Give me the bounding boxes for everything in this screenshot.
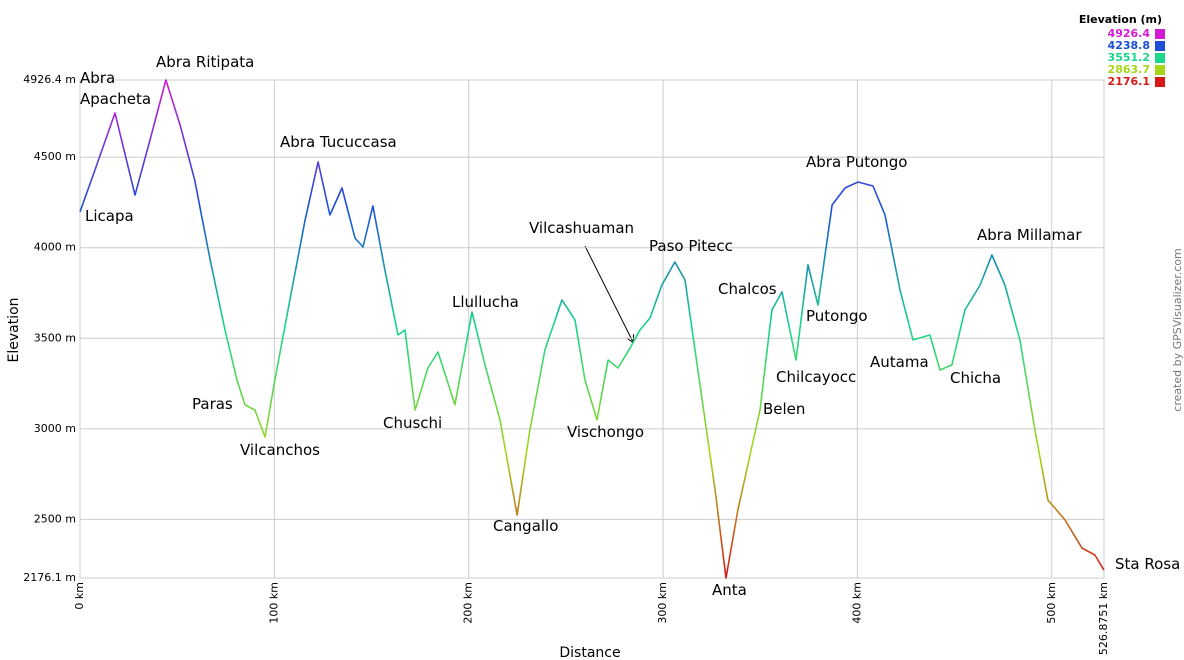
- place-label: Anta: [712, 581, 747, 599]
- place-label: Paso Pitecc: [649, 237, 733, 255]
- place-label: Licapa: [85, 207, 134, 225]
- y-tick-label: 4500 m: [34, 150, 76, 163]
- y-tick-label: 2500 m: [34, 512, 76, 525]
- place-label: Cangallo: [493, 517, 559, 535]
- annotation-arrow: [584, 245, 633, 342]
- x-tick-label: 100 km: [267, 582, 280, 624]
- x-tick-label: 400 km: [850, 582, 863, 624]
- y-tick-label: 4926.4 m: [23, 73, 76, 86]
- place-label: Abra Ritipata: [156, 53, 255, 71]
- place-label: Abra Millamar: [977, 226, 1082, 244]
- place-label: Chicha: [950, 369, 1002, 387]
- place-label: Vilcashuaman: [529, 219, 635, 237]
- place-label: Vilcanchos: [240, 441, 320, 459]
- place-label: Chilcayocc: [776, 368, 857, 386]
- x-tick-label: 500 km: [1045, 582, 1058, 624]
- place-label: Llullucha: [452, 293, 519, 311]
- place-label: Autama: [870, 353, 929, 371]
- legend-swatch: [1155, 41, 1165, 51]
- legend-swatch: [1155, 77, 1165, 87]
- x-tick-label: 0 km: [73, 582, 86, 610]
- place-label: Paras: [192, 395, 233, 413]
- place-label: Putongo: [806, 307, 868, 325]
- place-label: Abra Apacheta: [80, 69, 152, 108]
- credit: created by GPSVisualizer.com: [1171, 248, 1184, 411]
- legend-label: 4926.4: [1108, 27, 1151, 40]
- elevation-line: [79, 79, 1105, 579]
- legend-label: 2863.7: [1108, 63, 1150, 76]
- place-label: Chalcos: [718, 280, 777, 298]
- place-label: Abra Tucuccasa: [280, 133, 397, 151]
- legend-label: 2176.1: [1108, 75, 1150, 88]
- y-tick-label: 3500 m: [34, 331, 76, 344]
- place-label: Abra Putongo: [806, 153, 908, 171]
- y-tick-label: 2176.1 m: [23, 571, 76, 584]
- legend-label: 3551.2: [1108, 51, 1150, 64]
- place-label: Chuschi: [383, 414, 443, 432]
- place-label: Vischongo: [567, 423, 645, 441]
- place-label: Belen: [763, 400, 806, 418]
- x-tick-label: 200 km: [462, 582, 475, 624]
- legend-label: 4238.8: [1108, 39, 1150, 52]
- x-tick-label: 300 km: [656, 582, 669, 624]
- place-label: Sta Rosa: [1115, 555, 1181, 573]
- y-tick-label: 4000 m: [34, 241, 76, 254]
- legend-swatch: [1155, 29, 1165, 39]
- legend-swatch: [1155, 53, 1165, 63]
- x-tick-label: 526.8751 km: [1097, 582, 1110, 655]
- legend-swatch: [1155, 65, 1165, 75]
- legend-title: Elevation (m): [1079, 13, 1162, 26]
- plot-frame: [79, 79, 1105, 579]
- y-axis-label: Elevation: [6, 297, 22, 362]
- y-tick-label: 3000 m: [34, 422, 76, 435]
- x-axis-label: Distance: [559, 645, 620, 660]
